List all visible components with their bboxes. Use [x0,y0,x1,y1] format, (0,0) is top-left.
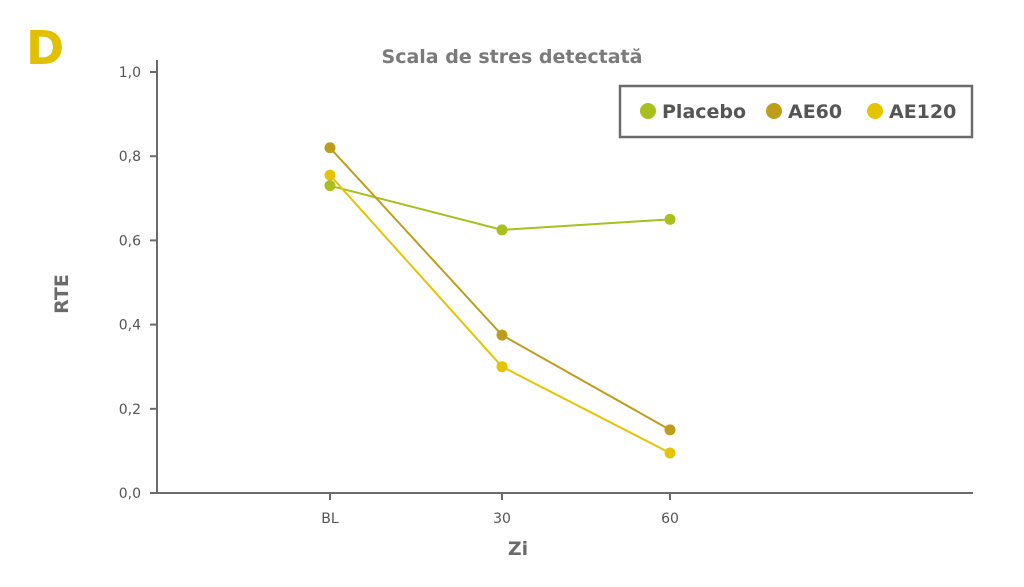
data-point-ae60 [664,424,676,436]
legend-item-placebo: Placebo [640,101,746,123]
legend: Placebo AE60 AE120 [618,84,974,139]
y-tick-label: 0,0 [119,486,141,502]
series-ae60 [324,142,676,436]
series-placebo [324,180,676,236]
y-axis-title: RTE [51,274,73,314]
series-ae120 [324,169,676,459]
x-tick-label: 30 [493,511,511,527]
data-point-ae120 [664,447,676,459]
legend-marker [766,103,782,119]
data-point-ae120 [324,169,336,181]
data-point-ae60 [324,142,336,154]
x-tick-label: BL [321,511,339,527]
data-point-placebo [664,213,676,225]
data-point-placebo [496,224,508,236]
legend-item-ae60: AE60 [766,101,842,123]
axes [156,60,973,494]
series-line-ae120 [329,174,671,454]
y-tick-label: 0,2 [119,402,141,418]
series-line-ae60 [329,147,671,431]
x-tick-label: 60 [661,511,679,527]
y-tick-label: 0,4 [119,318,141,334]
panel-letter: D [26,21,64,75]
series-line-placebo [329,184,671,231]
legend-box [618,84,974,139]
y-tick-label: 1,0 [119,65,141,81]
legend-label: AE60 [788,101,842,123]
x-ticks: BL 30 60 [321,493,679,527]
data-point-placebo [324,180,336,192]
chart-title: Scala de stres detectată [382,46,643,68]
legend-marker [640,103,656,119]
y-ticks: 0,0 0,2 0,4 0,6 0,8 1,0 [119,65,157,502]
legend-marker [867,103,883,119]
y-tick-label: 0,8 [119,149,141,165]
series-layer [324,142,676,459]
data-point-ae120 [496,361,508,373]
legend-label: Placebo [662,101,746,123]
x-axis-title: Zi [508,538,528,560]
legend-item-ae120: AE120 [867,101,956,123]
y-tick-label: 0,6 [119,233,141,249]
data-point-ae60 [496,329,508,341]
legend-label: AE120 [889,101,956,123]
